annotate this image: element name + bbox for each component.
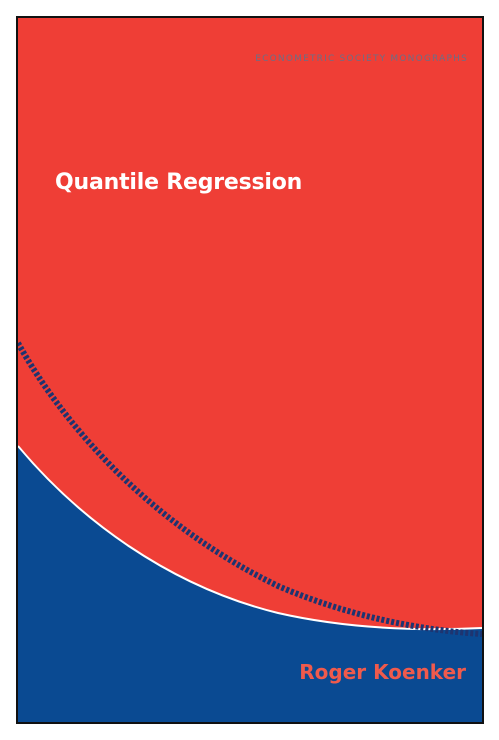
dotted-quantile-curve <box>18 341 482 637</box>
series-title: ECONOMETRIC SOCIETY MONOGRAPHS <box>255 54 468 64</box>
white-curve-line <box>18 445 482 631</box>
book-author: Roger Koenker <box>299 660 466 684</box>
cover-artwork <box>18 18 482 722</box>
book-title: Quantile Regression <box>55 170 303 195</box>
blue-wave-region <box>18 446 482 722</box>
book-cover: ECONOMETRIC SOCIETY MONOGRAPHS Quantile … <box>16 16 484 724</box>
